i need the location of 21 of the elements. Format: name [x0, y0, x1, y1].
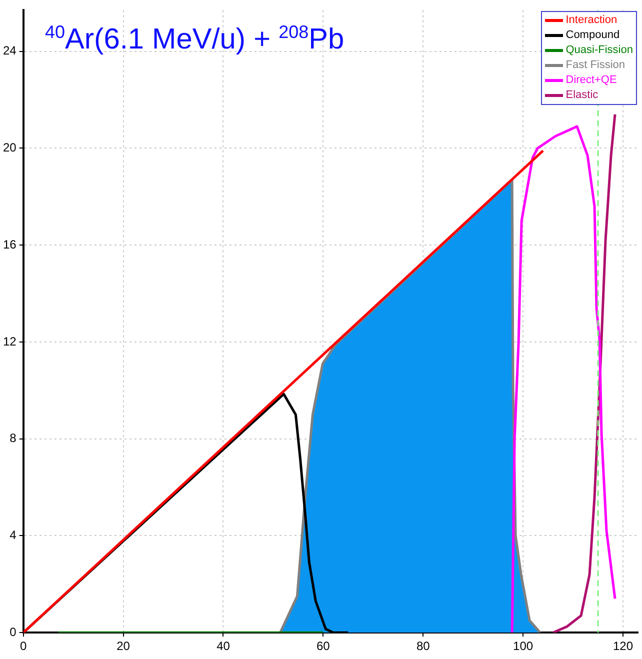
legend-label: Interaction: [566, 13, 618, 28]
legend-label: Fast Fission: [566, 58, 626, 74]
legend-label: Quasi-Fission: [566, 43, 633, 58]
y-tick-label: 16: [2, 237, 17, 252]
y-tick-label: 24: [2, 44, 17, 58]
x-tick-label: 40: [216, 639, 230, 654]
y-tick-label: 12: [2, 334, 17, 348]
x-tick-label: 60: [316, 639, 330, 654]
x-tick-label: 120: [612, 639, 634, 654]
x-tick-label: 80: [416, 639, 430, 654]
x-tick-label: 20: [116, 639, 130, 654]
legend-label: Compound: [566, 28, 620, 44]
x-tick-label: 0: [20, 639, 28, 654]
y-tick-label: 8: [10, 431, 17, 446]
chart-title: $^{40}$Ar(6.1 MeV/u) + $^{208}$Pb: [45, 22, 344, 57]
y-tick-label: 0: [10, 624, 17, 639]
x-tick-label: 100: [513, 639, 534, 654]
legend-label: Direct+QE: [566, 73, 617, 88]
legend-label: Elastic: [566, 88, 598, 104]
y-tick-label: 20: [2, 140, 17, 155]
y-tick-label: 4: [10, 528, 17, 542]
